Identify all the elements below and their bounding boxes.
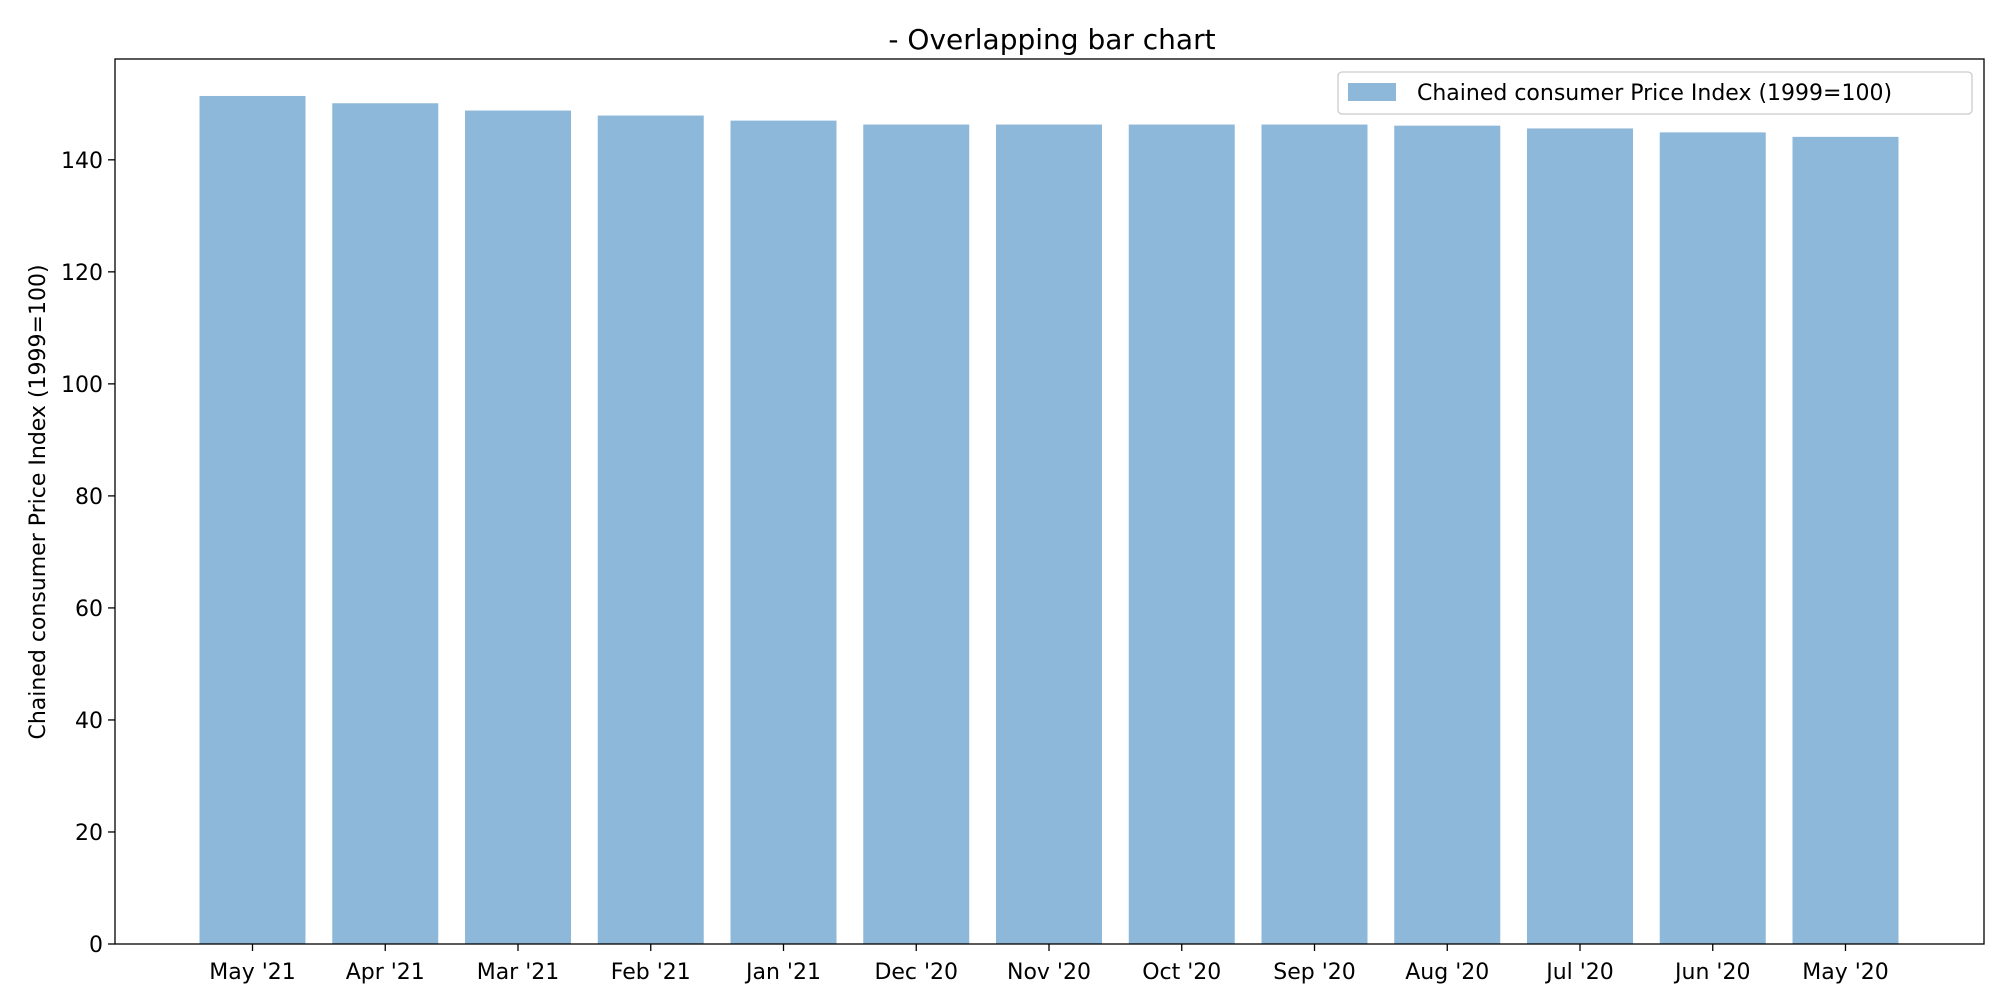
bar [863, 124, 970, 945]
bar [1659, 132, 1766, 944]
bar [465, 110, 571, 945]
bars-group [199, 95, 1899, 945]
y-tick-label: 100 [61, 373, 103, 398]
y-tick-label: 40 [75, 709, 103, 734]
y-tick-label: 20 [75, 821, 103, 846]
x-tick-label: Oct '20 [1142, 960, 1221, 985]
y-axis-title: Chained consumer Price Index (1999=100) [26, 264, 51, 739]
x-tick-label: Jul '20 [1544, 960, 1614, 985]
bar [996, 124, 1102, 945]
legend-label: Chained consumer Price Index (1999=100) [1417, 81, 1892, 106]
bar [1261, 124, 1368, 945]
y-tick-label: 80 [75, 485, 103, 510]
bar [597, 115, 704, 945]
bar [199, 95, 306, 944]
x-tick-label: Feb '21 [611, 960, 691, 985]
legend-swatch [1348, 83, 1396, 101]
legend: Chained consumer Price Index (1999=100) [1337, 71, 1973, 115]
bar [1128, 124, 1235, 945]
x-tick-label: May '20 [1802, 960, 1889, 985]
y-tick-label: 60 [75, 597, 103, 622]
x-tick-label: Jan '21 [744, 960, 821, 985]
x-tick-label: May '21 [209, 960, 296, 985]
bar [1394, 125, 1501, 945]
chart-title: - Overlapping bar chart [888, 23, 1215, 56]
y-tick-label: 140 [61, 149, 103, 174]
y-axis-ticks: 0 20 40 60 80 100 120 140 [61, 149, 115, 958]
x-tick-label: Aug '20 [1405, 960, 1489, 985]
bar [1527, 128, 1633, 945]
x-tick-label: Apr '21 [346, 960, 425, 985]
bar [332, 103, 439, 944]
y-tick-label: 0 [89, 933, 103, 958]
bar [1792, 136, 1899, 944]
x-tick-label: Sep '20 [1273, 960, 1356, 985]
x-tick-label: Nov '20 [1007, 960, 1091, 985]
legend-box [1337, 71, 1973, 115]
x-tick-label: Dec '20 [874, 960, 958, 985]
x-tick-label: Jun '20 [1673, 960, 1750, 985]
x-axis-ticks: May '21 Apr '21 Mar '21 Feb '21 Jan '21 Dec '… [209, 944, 1889, 985]
y-tick-label: 120 [61, 261, 103, 286]
x-tick-label: Mar '21 [477, 960, 560, 985]
bar [730, 120, 837, 945]
